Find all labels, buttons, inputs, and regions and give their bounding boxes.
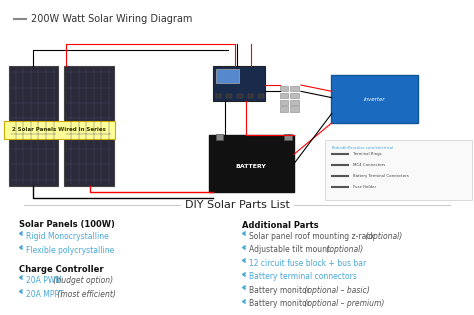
FancyBboxPatch shape <box>284 134 292 140</box>
FancyBboxPatch shape <box>4 121 115 139</box>
Text: DIY Solar Parts List: DIY Solar Parts List <box>184 200 290 210</box>
FancyBboxPatch shape <box>290 93 299 98</box>
Text: 200W Watt Solar Wiring Diagram: 200W Watt Solar Wiring Diagram <box>31 14 192 24</box>
FancyBboxPatch shape <box>331 75 418 123</box>
FancyBboxPatch shape <box>280 100 288 105</box>
Text: Additional Parts: Additional Parts <box>242 220 319 230</box>
FancyBboxPatch shape <box>216 134 223 140</box>
Text: (budget option): (budget option) <box>51 276 113 285</box>
Text: 2 Solar Panels Wired In Series: 2 Solar Panels Wired In Series <box>12 127 106 132</box>
Text: (optional – premium): (optional – premium) <box>302 299 384 308</box>
Text: MC4 Connectors: MC4 Connectors <box>353 163 385 167</box>
FancyBboxPatch shape <box>216 94 221 98</box>
FancyBboxPatch shape <box>9 66 58 186</box>
Text: (most efficient): (most efficient) <box>55 290 115 299</box>
Text: inverter: inverter <box>364 97 385 102</box>
FancyBboxPatch shape <box>216 69 239 83</box>
Text: Solar panel roof mounting z-rack: Solar panel roof mounting z-rack <box>249 232 375 241</box>
Text: Charge Controller: Charge Controller <box>19 265 104 274</box>
Text: (optional): (optional) <box>324 245 363 254</box>
Text: (optional): (optional) <box>363 232 402 241</box>
FancyBboxPatch shape <box>258 94 264 98</box>
FancyBboxPatch shape <box>325 140 472 200</box>
FancyBboxPatch shape <box>237 94 243 98</box>
FancyBboxPatch shape <box>280 106 288 112</box>
FancyBboxPatch shape <box>280 86 288 91</box>
Text: 12 circuit fuse block + bus bar: 12 circuit fuse block + bus bar <box>249 259 366 268</box>
Text: BATTERY: BATTERY <box>236 164 267 169</box>
Text: Battery terminal connectors: Battery terminal connectors <box>249 272 357 281</box>
FancyBboxPatch shape <box>213 66 265 101</box>
Text: Battery monitor: Battery monitor <box>249 299 310 308</box>
FancyBboxPatch shape <box>290 100 299 105</box>
Text: Battery Terminal Connectors: Battery Terminal Connectors <box>353 174 409 178</box>
Text: (optional – basic): (optional – basic) <box>302 286 370 295</box>
Text: Flexible polycrystalline: Flexible polycrystalline <box>26 246 114 255</box>
Text: 20A MPPT: 20A MPPT <box>26 290 64 299</box>
FancyBboxPatch shape <box>280 93 288 98</box>
Text: Battery monitor: Battery monitor <box>249 286 310 295</box>
Text: Solar Panels (100W): Solar Panels (100W) <box>19 220 115 230</box>
FancyBboxPatch shape <box>227 94 232 98</box>
Text: Adjustable tilt mount: Adjustable tilt mount <box>249 245 330 254</box>
Text: Fuse Holder: Fuse Holder <box>353 185 376 189</box>
Text: Terminal Rings: Terminal Rings <box>353 152 382 156</box>
Text: 20A PWM: 20A PWM <box>26 276 62 285</box>
FancyBboxPatch shape <box>290 106 299 112</box>
FancyBboxPatch shape <box>290 86 299 91</box>
Text: Rigid Monocrystalline: Rigid Monocrystalline <box>26 232 109 241</box>
FancyBboxPatch shape <box>209 135 294 192</box>
Text: ParkedInParadise.com/electrical: ParkedInParadise.com/electrical <box>332 146 394 150</box>
FancyBboxPatch shape <box>64 66 114 186</box>
FancyBboxPatch shape <box>247 94 253 98</box>
